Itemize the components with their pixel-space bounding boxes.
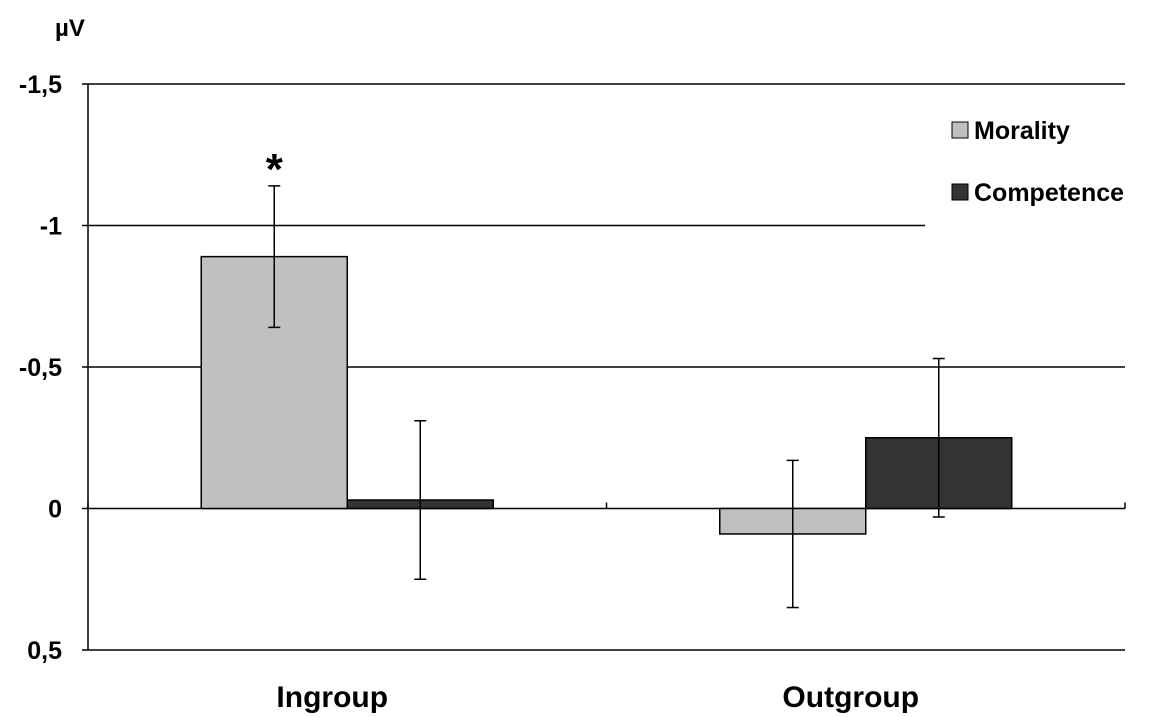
legend-swatch	[951, 183, 969, 201]
y-unit-label: µV	[55, 15, 85, 42]
legend-label: Competence	[974, 179, 1124, 207]
error-bar-competence-outgroup	[932, 357, 945, 518]
error-bar-morality-ingroup	[268, 185, 281, 329]
legend: Morality Competence	[951, 117, 1124, 207]
error-bars	[268, 185, 945, 609]
legend-swatch	[951, 121, 969, 139]
x-category-labels: Ingroup Outgroup	[276, 681, 919, 714]
error-bar-morality-outgroup	[786, 459, 799, 609]
y-tick-label: 0	[48, 496, 62, 524]
x-category-label: Ingroup	[276, 681, 388, 714]
legend-label: Morality	[974, 117, 1070, 145]
legend-item-morality: Morality	[951, 117, 1070, 145]
y-tick-label: 0,5	[27, 637, 62, 665]
y-tick-labels: -1,5 -1 -0,5 0 0,5	[19, 71, 62, 665]
legend-item-competence: Competence	[951, 179, 1124, 207]
error-bar-competence-ingroup	[414, 420, 427, 580]
y-tick-label: -0,5	[19, 354, 62, 382]
bars	[200, 255, 1013, 535]
significance-asterisk: *	[266, 145, 284, 194]
y-tick-label: -1,5	[19, 71, 62, 99]
x-category-label: Outgroup	[782, 681, 919, 714]
annotations: *	[266, 145, 284, 194]
y-tick-label: -1	[40, 213, 62, 241]
